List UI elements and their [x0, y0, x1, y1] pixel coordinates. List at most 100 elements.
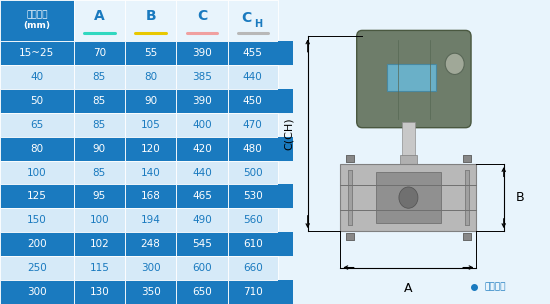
Text: 420: 420	[192, 143, 212, 154]
Bar	[278, 137, 293, 161]
Text: 650: 650	[192, 287, 212, 297]
Text: 85: 85	[92, 72, 106, 82]
Bar	[177, 0, 228, 41]
Text: 440: 440	[192, 168, 212, 178]
Bar	[125, 137, 177, 161]
Bar	[463, 155, 471, 162]
Bar	[74, 137, 125, 161]
Text: 95: 95	[92, 192, 106, 202]
Bar	[228, 208, 278, 232]
Text: 300: 300	[141, 263, 161, 273]
Text: 194: 194	[141, 215, 161, 225]
Bar	[340, 164, 476, 231]
Text: 560: 560	[243, 215, 263, 225]
Bar	[463, 233, 471, 240]
Text: 250: 250	[27, 263, 47, 273]
Text: 480: 480	[243, 143, 263, 154]
Text: 610: 610	[243, 239, 263, 249]
Bar	[278, 41, 293, 65]
Bar	[74, 232, 125, 256]
Bar	[125, 113, 177, 137]
Bar	[346, 155, 354, 162]
Bar	[0, 113, 74, 137]
Text: B: B	[516, 191, 524, 204]
Bar	[228, 113, 278, 137]
Text: C: C	[197, 9, 207, 22]
Bar	[228, 185, 278, 208]
Bar	[177, 280, 228, 304]
Bar	[177, 161, 228, 185]
Bar	[74, 41, 125, 65]
Text: 55: 55	[144, 48, 157, 58]
Text: 102: 102	[90, 239, 109, 249]
Text: 90: 90	[93, 143, 106, 154]
Text: C(CH): C(CH)	[284, 117, 294, 150]
Text: 660: 660	[243, 263, 263, 273]
Bar	[74, 161, 125, 185]
Text: 168: 168	[141, 192, 161, 202]
Text: 440: 440	[243, 72, 263, 82]
Bar	[177, 208, 228, 232]
Text: 465: 465	[192, 192, 212, 202]
Bar	[74, 208, 125, 232]
Bar	[228, 232, 278, 256]
Text: 80: 80	[30, 143, 43, 154]
Text: 150: 150	[27, 215, 47, 225]
Text: 85: 85	[92, 120, 106, 130]
Bar	[278, 232, 293, 256]
Bar	[402, 122, 415, 161]
Text: 105: 105	[141, 120, 161, 130]
Bar	[278, 280, 293, 304]
Text: 80: 80	[144, 72, 157, 82]
Bar	[400, 155, 417, 167]
Bar	[228, 256, 278, 280]
Bar	[465, 170, 469, 225]
Text: 115: 115	[89, 263, 109, 273]
Bar	[74, 280, 125, 304]
Bar	[125, 65, 177, 89]
Bar	[348, 170, 352, 225]
Text: 390: 390	[192, 96, 212, 106]
Text: 常规仪表: 常规仪表	[485, 283, 506, 292]
Bar	[74, 256, 125, 280]
Bar	[177, 89, 228, 113]
Bar	[346, 155, 354, 162]
Text: 500: 500	[243, 168, 262, 178]
Bar	[125, 185, 177, 208]
Text: 125: 125	[27, 192, 47, 202]
Bar	[0, 41, 74, 65]
Bar	[228, 161, 278, 185]
Bar	[228, 137, 278, 161]
Text: 40: 40	[30, 72, 43, 82]
Text: A: A	[94, 9, 104, 22]
Bar	[346, 233, 354, 240]
Circle shape	[399, 187, 418, 208]
Bar	[463, 233, 471, 240]
Text: 15~25: 15~25	[19, 48, 54, 58]
Bar	[0, 185, 74, 208]
Bar	[0, 161, 74, 185]
Bar	[0, 65, 74, 89]
Bar	[228, 280, 278, 304]
Text: A: A	[404, 282, 412, 295]
Text: 200: 200	[27, 239, 47, 249]
FancyBboxPatch shape	[357, 30, 471, 128]
Bar	[125, 0, 177, 41]
Bar	[228, 0, 278, 41]
Bar	[125, 161, 177, 185]
Text: B: B	[145, 9, 156, 22]
Text: 455: 455	[243, 48, 263, 58]
Bar	[228, 41, 278, 65]
Bar	[465, 170, 469, 225]
Text: 450: 450	[243, 96, 263, 106]
Text: 400: 400	[192, 120, 212, 130]
Bar	[0, 0, 74, 41]
Text: 120: 120	[141, 143, 161, 154]
Bar	[125, 280, 177, 304]
Bar	[0, 280, 74, 304]
Bar	[387, 64, 436, 91]
Text: 85: 85	[92, 168, 106, 178]
Bar	[74, 65, 125, 89]
Bar	[177, 41, 228, 65]
Bar	[0, 256, 74, 280]
